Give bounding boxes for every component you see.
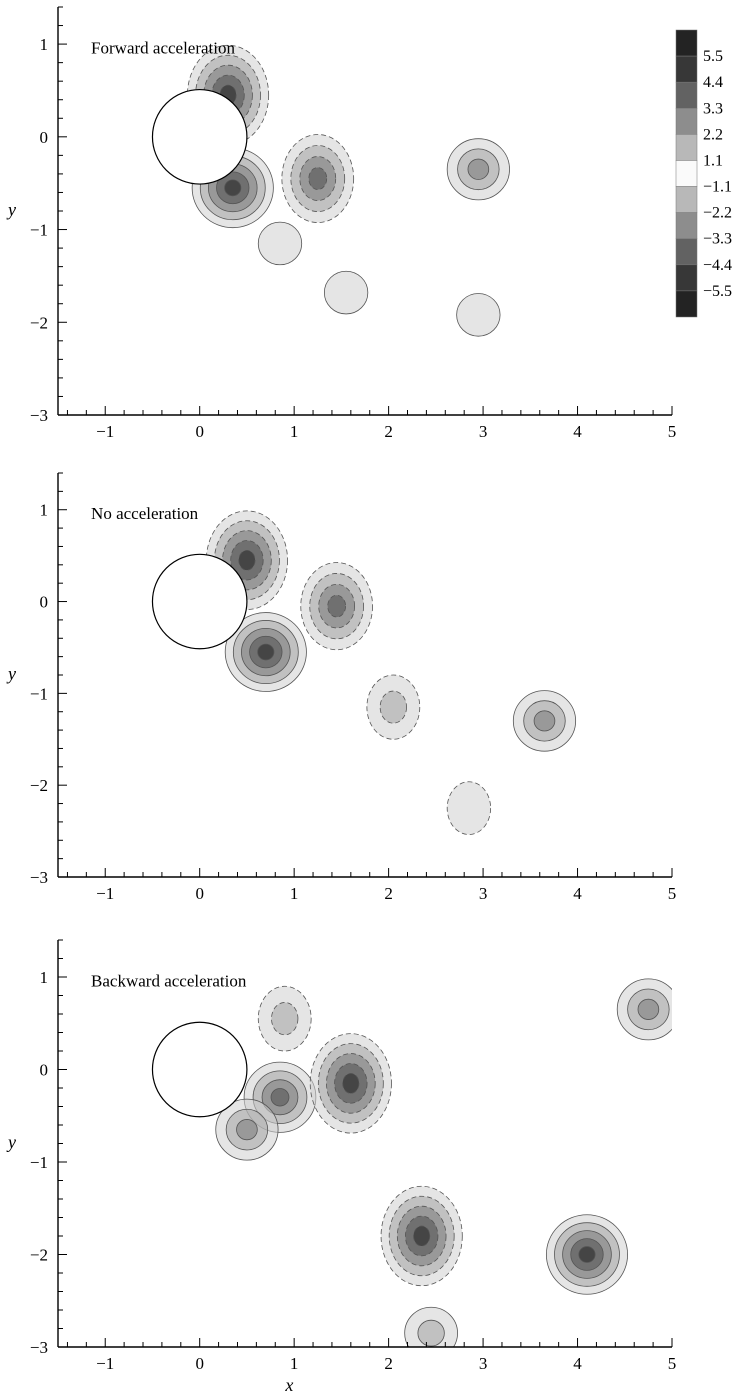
x-tick-label: −1	[96, 1354, 114, 1373]
vortex-6	[545, 1214, 629, 1295]
panel-label: Backward acceleration	[91, 971, 247, 990]
x-tick-label: 3	[479, 422, 488, 441]
vortex-6	[446, 781, 492, 835]
x-tick-label: 5	[668, 884, 677, 903]
y-tick-label: 1	[40, 501, 49, 520]
y-tick-label: −2	[30, 313, 48, 332]
x-axis-label: x	[284, 1375, 293, 1395]
y-axis-label: y	[6, 200, 16, 220]
panel-2: −1 0 1 2 3 4 5 1 0 −1 −2 −3 y No acceleration	[6, 472, 677, 903]
colorbar-label: 2.2	[703, 126, 723, 143]
x-tick-label: 5	[668, 422, 677, 441]
vortex-2	[300, 562, 373, 651]
panel-1: −1 0 1 2 3 4 5 1 0 −1 −2 −3 y Forward acceleration	[6, 6, 677, 441]
x-tick-label: 4	[573, 422, 582, 441]
vortex-3	[281, 134, 355, 223]
colorbar-band	[675, 264, 698, 292]
y-tick-label: 0	[40, 1061, 49, 1080]
colorbar-band	[675, 160, 698, 187]
y-tick-label: 0	[40, 593, 49, 612]
colorbar-band	[675, 55, 698, 83]
colorbar-band	[675, 134, 698, 161]
y-tick-label: 0	[40, 128, 49, 147]
colorbar-label: −3.3	[703, 231, 732, 248]
panel-label: Forward acceleration	[91, 38, 235, 57]
cylinder	[151, 88, 248, 185]
x-tick-label: 2	[384, 422, 393, 441]
colorbar-band	[675, 290, 698, 318]
vortex-4	[446, 138, 510, 201]
colorbar-label: −5.5	[703, 283, 732, 300]
vortex-3	[257, 985, 312, 1052]
vortex-2	[215, 1098, 279, 1161]
colorbar-band	[675, 186, 698, 213]
y-tick-label: −1	[30, 1153, 48, 1172]
y-tick-label: 1	[40, 35, 49, 54]
colorbar: 5.5 4.4 3.3 2.2 1.1 −1.1 −2.2 −3.3 −4.4 −5.5	[675, 29, 732, 318]
y-tick-label: −1	[30, 221, 48, 240]
cylinder	[151, 553, 248, 650]
y-tick-label: 1	[40, 968, 49, 987]
cylinder	[151, 1021, 248, 1118]
y-tick-label: −1	[30, 684, 48, 703]
colorbar-band	[675, 108, 698, 135]
colorbar-band	[675, 238, 698, 266]
x-tick-label: 1	[290, 1354, 299, 1373]
vortex-4	[309, 1033, 392, 1134]
x-tick-label: 0	[195, 422, 204, 441]
vortex-5	[512, 690, 577, 752]
panel-label: No acceleration	[91, 504, 199, 523]
y-tick-label: −2	[30, 776, 48, 795]
vortex-4	[366, 674, 421, 740]
colorbar-band	[675, 212, 698, 239]
y-tick-label: −3	[30, 1338, 48, 1357]
x-tick-label: −1	[96, 422, 114, 441]
y-tick-label: −3	[30, 406, 48, 425]
colorbar-label: 5.5	[703, 48, 723, 65]
x-tick-label: 3	[479, 1354, 488, 1373]
colorbar-label: 1.1	[703, 152, 723, 169]
colorbar-label: −2.2	[703, 205, 732, 222]
y-axis-label: y	[6, 1132, 16, 1152]
x-tick-label: 5	[668, 1354, 677, 1373]
panel-3: −1 0 1 2 3 4 5 1 0 −1 −2 −3 y x Backward acceleration	[6, 939, 677, 1395]
vortex-8	[404, 1306, 458, 1347]
x-tick-label: 0	[195, 884, 204, 903]
colorbar-label: −4.4	[703, 257, 732, 274]
x-tick-label: 2	[384, 884, 393, 903]
vortex-1	[205, 510, 288, 610]
y-tick-label: −2	[30, 1246, 48, 1265]
vortex-5	[323, 270, 369, 315]
x-tick-label: 1	[290, 422, 299, 441]
x-tick-label: 0	[195, 1354, 204, 1373]
colorbar-label: 4.4	[703, 74, 723, 91]
colorbar-band	[675, 81, 698, 109]
x-tick-label: 4	[573, 1354, 582, 1373]
colorbar-label: 3.3	[703, 100, 723, 117]
y-axis-label: y	[6, 664, 16, 684]
x-tick-label: 4	[573, 884, 582, 903]
x-tick-label: 2	[384, 1354, 393, 1373]
y-tick-label: −3	[30, 868, 48, 887]
x-tick-label: 3	[479, 884, 488, 903]
x-tick-label: 1	[290, 884, 299, 903]
x-tick-label: −1	[96, 884, 114, 903]
vortex-6	[257, 221, 303, 266]
vortex-3	[224, 612, 307, 692]
vortex-7	[456, 293, 501, 337]
vortex-7	[616, 978, 672, 1041]
vortex-5	[380, 1185, 463, 1287]
colorbar-band	[675, 29, 698, 57]
colorbar-label: −1.1	[703, 179, 732, 196]
